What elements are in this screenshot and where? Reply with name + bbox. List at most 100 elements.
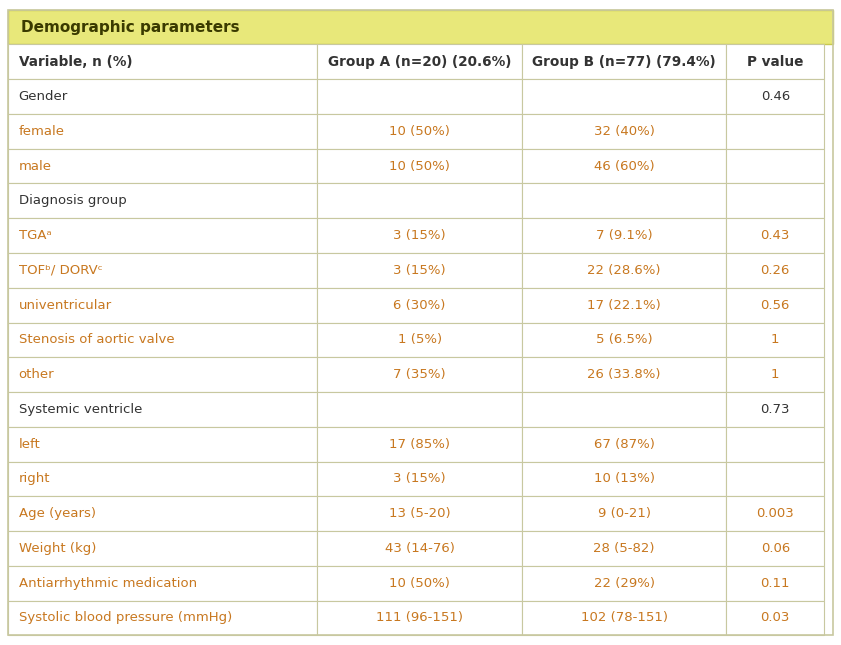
Bar xyxy=(727,566,824,600)
Text: Weight (kg): Weight (kg) xyxy=(19,542,96,555)
Text: 7 (9.1%): 7 (9.1%) xyxy=(595,229,653,242)
Text: univentricular: univentricular xyxy=(19,299,112,312)
Bar xyxy=(318,149,522,183)
Bar xyxy=(522,566,727,600)
Bar xyxy=(8,566,318,600)
Bar xyxy=(8,79,318,114)
Text: TGAᵃ: TGAᵃ xyxy=(19,229,51,242)
Bar xyxy=(318,183,522,218)
Bar xyxy=(522,149,727,183)
Text: Gender: Gender xyxy=(19,90,68,103)
Bar xyxy=(522,496,727,531)
Text: 0.26: 0.26 xyxy=(760,264,790,277)
Text: 102 (78-151): 102 (78-151) xyxy=(580,611,668,624)
Bar xyxy=(8,531,318,566)
Bar xyxy=(318,566,522,600)
Bar xyxy=(318,531,522,566)
Text: 6 (30%): 6 (30%) xyxy=(394,299,446,312)
Bar xyxy=(318,357,522,392)
Text: 10 (13%): 10 (13%) xyxy=(594,472,654,486)
Text: 0.06: 0.06 xyxy=(760,542,790,555)
Text: 0.11: 0.11 xyxy=(760,577,790,590)
Text: Age (years): Age (years) xyxy=(19,507,96,520)
Text: male: male xyxy=(19,159,51,173)
Text: 28 (5-82): 28 (5-82) xyxy=(593,542,655,555)
Text: other: other xyxy=(19,368,54,381)
Text: 0.43: 0.43 xyxy=(760,229,790,242)
Text: 3 (15%): 3 (15%) xyxy=(394,229,446,242)
Bar xyxy=(727,114,824,149)
Bar xyxy=(522,600,727,635)
Bar xyxy=(8,322,318,357)
Bar xyxy=(727,462,824,496)
Bar xyxy=(522,531,727,566)
Text: female: female xyxy=(19,125,65,138)
Text: 1: 1 xyxy=(771,368,780,381)
Text: 43 (14-76): 43 (14-76) xyxy=(384,542,455,555)
Text: 111 (96-151): 111 (96-151) xyxy=(376,611,463,624)
Bar xyxy=(727,600,824,635)
Bar xyxy=(318,114,522,149)
Bar xyxy=(522,45,727,79)
Text: 22 (28.6%): 22 (28.6%) xyxy=(587,264,661,277)
Text: 0.03: 0.03 xyxy=(760,611,790,624)
Text: 5 (6.5%): 5 (6.5%) xyxy=(595,333,653,346)
Bar xyxy=(8,183,318,218)
Bar xyxy=(8,357,318,392)
Bar xyxy=(522,79,727,114)
Text: 0.46: 0.46 xyxy=(760,90,790,103)
Bar xyxy=(8,288,318,322)
Bar xyxy=(522,427,727,462)
Text: 67 (87%): 67 (87%) xyxy=(594,438,654,451)
Bar xyxy=(318,218,522,253)
Text: 26 (33.8%): 26 (33.8%) xyxy=(587,368,661,381)
Bar xyxy=(727,183,824,218)
Text: 1 (5%): 1 (5%) xyxy=(398,333,442,346)
Bar xyxy=(522,288,727,322)
Text: Variable, n (%): Variable, n (%) xyxy=(19,55,132,69)
Bar xyxy=(522,183,727,218)
Bar xyxy=(8,600,318,635)
Bar xyxy=(522,218,727,253)
Text: 46 (60%): 46 (60%) xyxy=(594,159,654,173)
Text: 7 (35%): 7 (35%) xyxy=(394,368,446,381)
Text: 17 (22.1%): 17 (22.1%) xyxy=(587,299,661,312)
Bar xyxy=(727,392,824,427)
Bar xyxy=(8,253,318,288)
Bar xyxy=(522,462,727,496)
Text: 3 (15%): 3 (15%) xyxy=(394,264,446,277)
Text: 13 (5-20): 13 (5-20) xyxy=(389,507,451,520)
Text: Group B (n=77) (79.4%): Group B (n=77) (79.4%) xyxy=(532,55,716,69)
Text: 10 (50%): 10 (50%) xyxy=(389,577,450,590)
Bar xyxy=(8,218,318,253)
Bar xyxy=(318,45,522,79)
Bar xyxy=(727,253,824,288)
Bar xyxy=(8,392,318,427)
Bar xyxy=(318,462,522,496)
Text: Group A (n=20) (20.6%): Group A (n=20) (20.6%) xyxy=(328,55,511,69)
Bar xyxy=(727,218,824,253)
Bar xyxy=(727,45,824,79)
Text: 0.003: 0.003 xyxy=(756,507,794,520)
Text: 3 (15%): 3 (15%) xyxy=(394,472,446,486)
Bar xyxy=(727,322,824,357)
Bar xyxy=(727,531,824,566)
Bar xyxy=(8,427,318,462)
Bar xyxy=(727,496,824,531)
Bar xyxy=(522,114,727,149)
Bar xyxy=(522,357,727,392)
Text: left: left xyxy=(19,438,40,451)
Text: 0.56: 0.56 xyxy=(760,299,790,312)
Text: 32 (40%): 32 (40%) xyxy=(594,125,654,138)
Bar xyxy=(727,357,824,392)
Text: Stenosis of aortic valve: Stenosis of aortic valve xyxy=(19,333,174,346)
Bar xyxy=(727,427,824,462)
Bar xyxy=(8,45,318,79)
Text: P value: P value xyxy=(747,55,803,69)
Text: 10 (50%): 10 (50%) xyxy=(389,159,450,173)
Bar xyxy=(318,392,522,427)
Bar xyxy=(318,600,522,635)
Bar xyxy=(8,149,318,183)
Text: 1: 1 xyxy=(771,333,780,346)
Bar xyxy=(522,253,727,288)
